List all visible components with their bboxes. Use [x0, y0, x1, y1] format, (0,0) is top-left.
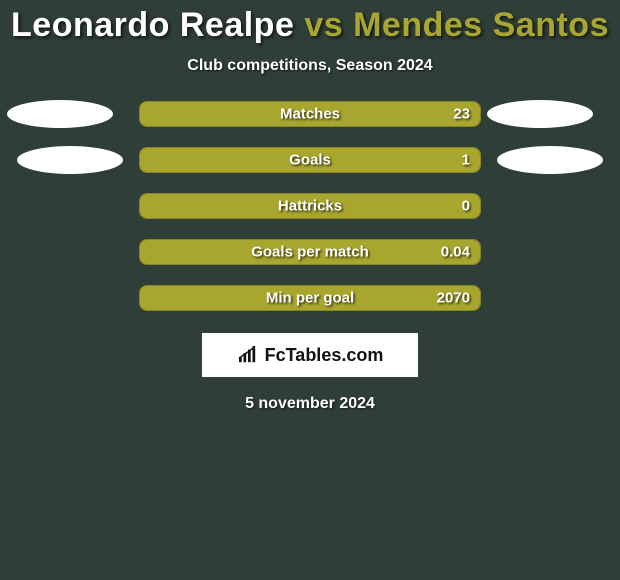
stat-row: Min per goal 2070: [0, 285, 620, 311]
chart-icon: [237, 346, 259, 364]
side-ellipse-left: [7, 100, 113, 128]
subtitle: Club competitions, Season 2024: [187, 57, 432, 75]
side-ellipse-left: [17, 146, 123, 174]
source-logo: FcTables.com: [202, 333, 418, 377]
comparison-card: Leonardo Realpe vs Mendes Santos Club co…: [0, 0, 620, 413]
vs-word: vs: [304, 6, 343, 44]
title: Leonardo Realpe vs Mendes Santos: [11, 6, 609, 45]
side-ellipse-right: [487, 100, 593, 128]
stat-label: Matches: [280, 106, 340, 123]
stat-rows: Matches 23 Goals 1 Hattricks 0 Goals per match…: [0, 101, 620, 311]
stat-label: Hattricks: [278, 198, 342, 215]
stat-row: Goals 1: [0, 147, 620, 173]
stat-value-right: 2070: [437, 290, 470, 307]
stat-label: Goals: [289, 152, 331, 169]
stat-value-right: 0: [462, 198, 470, 215]
stat-row: Hattricks 0: [0, 193, 620, 219]
stat-bar-track: Min per goal 2070: [139, 285, 481, 311]
player-b-name: Mendes Santos: [353, 6, 609, 44]
source-logo-text: FcTables.com: [265, 345, 384, 366]
stat-label: Goals per match: [251, 244, 369, 261]
stat-label: Min per goal: [266, 290, 354, 307]
date-line: 5 november 2024: [245, 395, 375, 413]
side-ellipse-right: [497, 146, 603, 174]
stat-bar-track: Hattricks 0: [139, 193, 481, 219]
stat-row: Matches 23: [0, 101, 620, 127]
stat-bar-track: Matches 23: [139, 101, 481, 127]
stat-value-right: 23: [453, 106, 470, 123]
player-a-name: Leonardo Realpe: [11, 6, 294, 44]
stat-value-right: 1: [462, 152, 470, 169]
stat-row: Goals per match 0.04: [0, 239, 620, 265]
stat-bar-track: Goals 1: [139, 147, 481, 173]
stat-value-right: 0.04: [441, 244, 470, 261]
stat-bar-track: Goals per match 0.04: [139, 239, 481, 265]
